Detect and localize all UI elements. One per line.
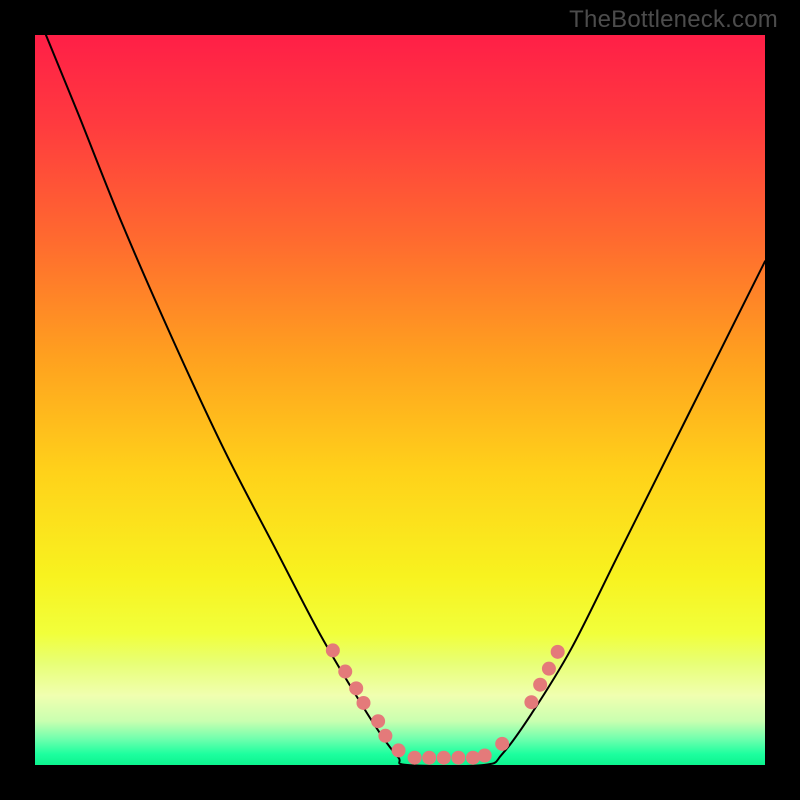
curve-marker [542,662,556,676]
chart-container: TheBottleneck.com [0,0,800,800]
bottleneck-curve [46,35,765,766]
curve-marker [533,678,547,692]
curve-marker [551,645,565,659]
chart-svg [0,0,800,800]
curve-marker [392,743,406,757]
watermark-text: TheBottleneck.com [569,6,778,34]
curve-markers [326,643,565,764]
curve-marker [408,751,422,765]
curve-marker [349,681,363,695]
curve-marker [495,737,509,751]
curve-marker [478,749,492,763]
curve-marker [466,751,480,765]
curve-marker [437,751,451,765]
curve-marker [451,751,465,765]
curve-marker [524,695,538,709]
curve-marker [326,643,340,657]
curve-marker [378,729,392,743]
curve-marker [371,714,385,728]
curve-marker [422,751,436,765]
curve-marker [357,696,371,710]
curve-marker [338,665,352,679]
